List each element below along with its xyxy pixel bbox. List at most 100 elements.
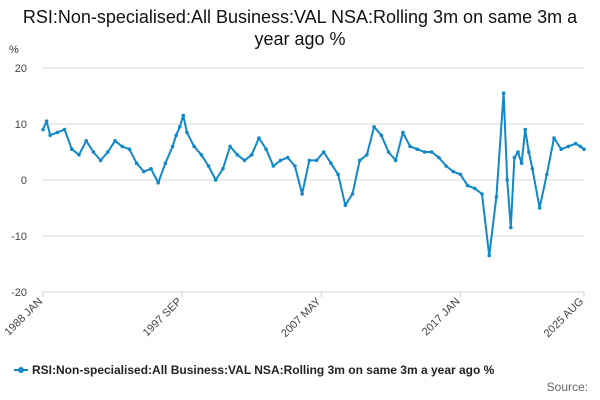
- data-point: [321, 150, 326, 154]
- data-point: [84, 139, 88, 143]
- legend-series-label: RSI:Non-specialised:All Business:VAL NSA…: [32, 363, 495, 377]
- y-tick-label: 0: [21, 175, 27, 187]
- data-point: [505, 178, 510, 182]
- data-point: [174, 133, 178, 137]
- data-point: [170, 144, 175, 149]
- data-point: [401, 130, 405, 135]
- data-point: [350, 192, 355, 196]
- data-point: [134, 161, 139, 165]
- series-line: [42, 92, 585, 257]
- data-point: [530, 167, 535, 171]
- chart-title: RSI:Non-specialised:All Business:VAL NSA…: [22, 7, 578, 49]
- data-point: [106, 150, 110, 154]
- data-point: [582, 147, 586, 151]
- data-point: [185, 130, 189, 135]
- data-point: [235, 153, 240, 157]
- data-point: [523, 127, 527, 132]
- data-point: [62, 127, 67, 132]
- data-point: [127, 147, 132, 151]
- data-point: [473, 186, 477, 191]
- y-axis-unit-label: %: [9, 44, 19, 56]
- data-point: [444, 164, 448, 168]
- data-point: [242, 158, 247, 163]
- y-tick-label: 10: [15, 119, 27, 131]
- data-point: [527, 150, 531, 154]
- data-point: [257, 136, 261, 140]
- data-point: [573, 141, 578, 146]
- data-point: [512, 155, 517, 160]
- x-tick-label: 1997 SEP: [141, 296, 185, 340]
- data-point: [221, 167, 225, 171]
- data-point: [545, 172, 549, 177]
- x-tick-label: 1988 JAN: [2, 296, 45, 339]
- data-point: [451, 169, 456, 174]
- x-tick-label: 2025 AUG: [542, 296, 586, 340]
- data-point: [278, 158, 283, 163]
- data-point: [307, 158, 312, 163]
- data-point: [181, 113, 186, 118]
- data-point: [329, 161, 333, 165]
- data-point: [494, 195, 499, 199]
- data-point: [264, 147, 268, 151]
- x-tick-label: 2017 JAN: [420, 296, 463, 339]
- data-point: [408, 144, 412, 149]
- data-point: [271, 164, 276, 168]
- data-point: [120, 144, 124, 149]
- data-point: [163, 161, 168, 165]
- data-point: [55, 130, 60, 135]
- data-point: [537, 206, 542, 210]
- data-point: [199, 153, 204, 157]
- data-point: [113, 139, 117, 143]
- data-point: [509, 225, 513, 230]
- data-point: [178, 125, 182, 129]
- data-point: [559, 147, 563, 151]
- data-point: [142, 169, 146, 174]
- data-point: [465, 183, 470, 188]
- data-point: [314, 158, 319, 163]
- y-tick-label: -10: [11, 231, 27, 243]
- data-point: [48, 133, 52, 137]
- y-axis-tick-labels: -20 -10 0 10 20: [11, 63, 27, 299]
- data-point: [336, 172, 340, 177]
- data-point: [566, 144, 571, 149]
- data-point: [393, 158, 398, 163]
- data-point: [77, 153, 81, 157]
- data-point: [501, 91, 506, 95]
- x-tick-label: 2007 MAY: [279, 295, 324, 340]
- data-point: [156, 181, 160, 185]
- grid-lines: [43, 67, 584, 293]
- data-point: [372, 125, 376, 129]
- y-tick-label: 20: [15, 63, 27, 75]
- data-point: [429, 150, 434, 154]
- source-label: Source:: [546, 380, 588, 394]
- data-point: [293, 164, 297, 168]
- data-point: [228, 144, 232, 149]
- data-point: [458, 172, 463, 177]
- data-point: [415, 147, 420, 151]
- legend[interactable]: RSI:Non-specialised:All Business:VAL NSA…: [14, 363, 494, 377]
- x-axis-tick-labels: 1988 JAN 1997 SEP 2007 MAY 2017 JAN 2025 AUG: [2, 292, 586, 340]
- data-point: [422, 150, 427, 154]
- data-point: [437, 155, 441, 160]
- data-point: [149, 167, 153, 171]
- data-point: [300, 192, 304, 196]
- data-point: [285, 155, 290, 160]
- data-point: [487, 253, 492, 258]
- data-point: [98, 158, 103, 163]
- data-point: [206, 164, 211, 168]
- data-point: [213, 178, 218, 182]
- data-series: [41, 91, 586, 258]
- data-point: [343, 203, 348, 207]
- data-point: [365, 153, 369, 157]
- data-point: [192, 144, 196, 149]
- data-point: [70, 147, 74, 151]
- data-point: [44, 119, 49, 123]
- data-point: [41, 127, 45, 132]
- legend-line-marker-icon: [14, 366, 28, 374]
- data-point: [249, 153, 254, 157]
- data-point: [480, 192, 484, 196]
- data-point: [386, 150, 391, 154]
- data-point: [91, 150, 96, 154]
